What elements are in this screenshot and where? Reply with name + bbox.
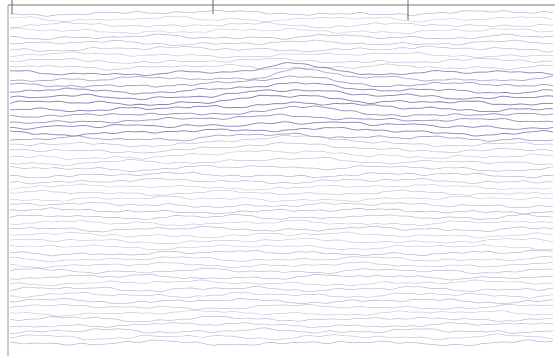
trace-line (9, 113, 554, 124)
trace-line (9, 238, 554, 244)
trace-line (9, 285, 554, 293)
trace-line (9, 63, 554, 71)
trace-line (9, 33, 554, 40)
trace-line (9, 274, 554, 281)
trace-line (9, 51, 554, 59)
trace-line (9, 304, 554, 310)
trace-line (9, 297, 554, 305)
trace-line (9, 9, 554, 17)
trace-line (9, 309, 554, 317)
trace-line (9, 67, 554, 82)
trace-line (9, 105, 554, 118)
traces (9, 9, 554, 347)
trace-line (9, 82, 554, 95)
trace-line (9, 213, 554, 220)
trace-line (9, 261, 554, 269)
trace-line (9, 231, 554, 239)
trace-line (9, 89, 554, 101)
trace-line (9, 327, 554, 334)
trace-line (9, 121, 554, 130)
trace-line (9, 201, 554, 208)
trace-line (9, 225, 554, 233)
trace-line (9, 62, 554, 76)
trace-line (9, 45, 554, 53)
trace-line (9, 292, 554, 299)
trace-line (9, 172, 554, 179)
trace-line (9, 339, 554, 347)
trace-line (9, 142, 554, 154)
trace-line (9, 183, 554, 191)
trace-line (9, 150, 554, 160)
trace-line (9, 127, 554, 137)
trace-line (9, 16, 554, 23)
trace-line (9, 164, 554, 172)
trace-line (9, 189, 554, 196)
trace-line (9, 333, 554, 340)
trace-line (9, 255, 554, 263)
trace-line (9, 267, 554, 274)
trace-line (9, 249, 554, 257)
trace-line (9, 58, 554, 64)
trace-line (9, 279, 554, 287)
trace-line (9, 134, 554, 148)
trace-line (9, 21, 554, 28)
trace-line (9, 101, 554, 113)
trace-line (9, 219, 554, 226)
trace-line (9, 27, 554, 35)
trace-line (9, 177, 554, 185)
trace-line (9, 94, 554, 106)
trace-line (9, 156, 554, 166)
trace-line (9, 39, 554, 46)
trace-line (9, 132, 554, 142)
trace-line (9, 322, 554, 328)
trace-line (9, 316, 553, 322)
trace-line (9, 195, 554, 203)
trace-line (9, 207, 554, 215)
trace-line (9, 75, 554, 88)
trace-line (9, 244, 554, 251)
